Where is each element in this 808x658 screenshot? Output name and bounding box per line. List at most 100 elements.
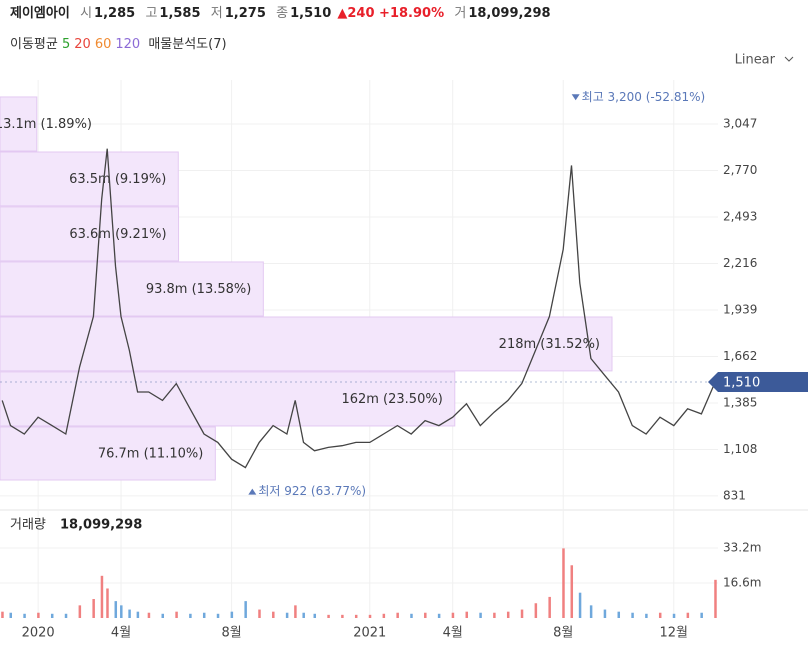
volume-bar bbox=[161, 613, 165, 618]
volume-total: 18,099,298 bbox=[60, 518, 142, 533]
volume-bar bbox=[700, 612, 703, 618]
ma-period[interactable]: 60 bbox=[94, 37, 112, 52]
label: 저 bbox=[210, 6, 223, 21]
profile-label: 매물분석도(7) bbox=[148, 37, 227, 52]
volume-bar bbox=[1, 611, 4, 618]
volume-bar bbox=[78, 605, 82, 618]
volume-bar bbox=[714, 579, 717, 618]
volume-bar bbox=[9, 612, 13, 618]
value: 1,275 bbox=[224, 6, 266, 21]
low-label: 최저 922 (63.77%) bbox=[258, 484, 366, 498]
volume-bar bbox=[479, 612, 482, 618]
indicator-bar: 이동평균 5 20 60 120 매물분석도(7) bbox=[10, 33, 227, 52]
y-tick-label: 1,939 bbox=[723, 302, 757, 316]
y-tick-label: 2,493 bbox=[723, 209, 757, 223]
ma-period[interactable]: 120 bbox=[115, 37, 141, 52]
low-marker bbox=[248, 488, 257, 495]
volume-tick-label: 16.6m bbox=[723, 575, 761, 589]
x-tick-label: 2020 bbox=[22, 626, 55, 641]
volume-profile-bar bbox=[0, 151, 179, 207]
volume-profile-bar bbox=[0, 426, 216, 481]
volume-bar bbox=[50, 613, 54, 618]
volume-bar bbox=[658, 612, 662, 618]
x-tick-label: 8월 bbox=[221, 626, 241, 641]
ma-period[interactable]: 20 bbox=[74, 37, 91, 52]
last-price-label: 1,510 bbox=[723, 375, 760, 390]
y-tick-label: 2,216 bbox=[723, 256, 757, 270]
volume-profile-label: 63.5m (9.19%) bbox=[69, 172, 166, 187]
volume-bar bbox=[136, 611, 140, 618]
volume-bar bbox=[382, 613, 386, 618]
volume-bar bbox=[548, 596, 551, 618]
volume-bar bbox=[327, 614, 330, 618]
volume-bar bbox=[147, 612, 151, 618]
volume-bar bbox=[562, 548, 565, 618]
volume-profile-label: 13.1m (1.89%) bbox=[0, 117, 92, 132]
y-tick-label: 1,662 bbox=[723, 349, 757, 363]
label: 종 bbox=[276, 6, 289, 21]
y-tick-label: 831 bbox=[723, 488, 746, 502]
volume-bar bbox=[244, 601, 247, 618]
volume-bar bbox=[258, 609, 261, 618]
volume-bar bbox=[230, 611, 234, 618]
volume-bar bbox=[396, 612, 399, 618]
volume-bar bbox=[341, 614, 344, 618]
value: 18,099,298 bbox=[468, 6, 551, 21]
volume-bar bbox=[451, 612, 455, 618]
volume-bar bbox=[294, 605, 297, 618]
volume-bar bbox=[313, 613, 317, 618]
volume-bar bbox=[506, 611, 510, 618]
volume-bar bbox=[120, 605, 123, 618]
volume-bar bbox=[106, 588, 109, 618]
quote-header: 제이엠아이 시 1,285 고 1,585 저 1,275 종 1,510 ▲240 +… bbox=[10, 2, 553, 21]
volume-profile-label: 76.7m (11.10%) bbox=[98, 446, 203, 461]
scale-mode[interactable]: Linear bbox=[735, 53, 776, 68]
label: 고 bbox=[145, 6, 158, 21]
dropdown-icon[interactable] bbox=[784, 56, 794, 62]
y-tick-label: 1,385 bbox=[723, 395, 757, 409]
volume-bar bbox=[37, 612, 40, 618]
label: 거 bbox=[454, 6, 467, 21]
ma-label: 이동평균 bbox=[10, 37, 58, 52]
ma-period[interactable]: 5 bbox=[61, 37, 71, 52]
x-tick-label: 4월 bbox=[443, 626, 463, 641]
value: 1,285 bbox=[94, 6, 136, 21]
volume-profile-bar bbox=[0, 206, 180, 262]
x-tick-label: 4월 bbox=[111, 626, 131, 641]
volume-bar bbox=[128, 609, 131, 618]
volume-bar bbox=[520, 609, 524, 618]
x-tick-label: 12월 bbox=[660, 626, 689, 641]
volume-bar bbox=[202, 612, 206, 618]
volume-profile-bar bbox=[0, 96, 38, 152]
volume-bar bbox=[64, 613, 68, 618]
volume-bar bbox=[216, 613, 220, 618]
volume-bar bbox=[578, 592, 582, 618]
last-price-tag bbox=[708, 371, 808, 392]
price-line bbox=[1, 148, 716, 469]
volume-bar bbox=[175, 611, 178, 618]
volume-bar bbox=[589, 605, 593, 618]
volume-bar bbox=[534, 603, 538, 618]
volume-bar bbox=[189, 613, 192, 618]
volume-profile-label: 93.8m (13.58%) bbox=[146, 282, 251, 297]
volume-bar bbox=[354, 614, 358, 618]
volume-bar bbox=[437, 613, 441, 618]
volume-bar bbox=[285, 612, 289, 618]
volume-bar bbox=[686, 612, 690, 618]
volume-profile-label: 218m (31.52%) bbox=[499, 337, 600, 352]
value: 1,510 bbox=[290, 6, 332, 21]
volume-bar bbox=[272, 611, 275, 618]
ma-periods: 5 20 60 120 bbox=[62, 37, 144, 52]
y-tick-label: 1,108 bbox=[723, 442, 757, 456]
volume-profile-bar bbox=[0, 371, 456, 427]
volume-bar bbox=[23, 613, 26, 618]
y-tick-label: 3,047 bbox=[723, 116, 757, 130]
volume-bar bbox=[114, 601, 118, 618]
volume-label: 거래량 bbox=[10, 518, 46, 533]
y-tick-label: 2,770 bbox=[723, 163, 757, 177]
stock-name: 제이엠아이 bbox=[10, 6, 70, 21]
volume-bar bbox=[631, 612, 634, 618]
volume-profile-label: 162m (23.50%) bbox=[341, 392, 442, 407]
